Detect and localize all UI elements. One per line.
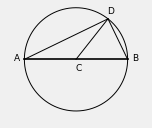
Text: D: D <box>107 7 114 16</box>
Text: A: A <box>14 54 20 63</box>
Text: B: B <box>132 54 138 63</box>
Text: C: C <box>75 64 82 73</box>
